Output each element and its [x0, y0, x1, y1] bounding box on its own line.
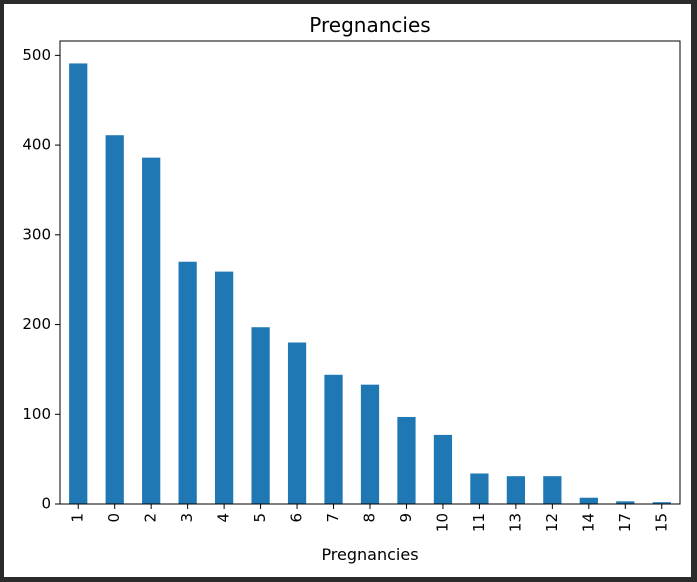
x-tick-label: 3 [178, 513, 196, 523]
bar-1 [69, 63, 88, 505]
x-tick-label: 13 [506, 513, 524, 532]
y-tick-label: 300 [22, 225, 51, 243]
y-tick-label: 400 [22, 136, 51, 154]
bar-0 [105, 135, 124, 504]
x-axis-label: Pregnancies [321, 545, 418, 564]
x-tick-label: 2 [142, 513, 160, 523]
bar-9 [397, 416, 416, 504]
bar-3 [178, 261, 197, 504]
x-tick-label: 8 [361, 513, 379, 523]
y-axis: 0 100 200 300 400 500 [22, 46, 60, 513]
x-tick-label: 7 [324, 513, 342, 523]
bar-12 [543, 476, 562, 504]
x-tick-label: 1 [69, 513, 87, 523]
x-tick-label: 14 [579, 513, 597, 532]
y-tick-label: 100 [22, 405, 51, 423]
y-tick-label: 500 [22, 46, 51, 64]
bar-2 [142, 157, 161, 505]
bar-15 [652, 502, 671, 504]
x-tick-label: 6 [288, 513, 306, 523]
bar-13 [506, 476, 525, 504]
chart-title: Pregnancies [309, 13, 430, 37]
y-tick-label: 0 [41, 495, 51, 513]
bar-14 [579, 497, 598, 504]
bar-4 [215, 271, 234, 504]
x-tick-label: 0 [105, 513, 123, 523]
x-axis: 1 0 2 3 4 5 6 7 8 9 10 11 13 12 14 17 15 [69, 504, 670, 532]
y-tick-label: 200 [22, 315, 51, 333]
x-tick-label: 4 [215, 513, 233, 523]
bar-7 [324, 374, 343, 504]
plot-frame [59, 40, 681, 505]
bar-17 [616, 501, 635, 504]
x-tick-label: 15 [652, 513, 670, 532]
x-tick-label: 9 [397, 513, 415, 523]
x-tick-label: 12 [543, 513, 561, 532]
bar-6 [287, 342, 307, 504]
bars-group [69, 63, 671, 505]
bar-5 [251, 327, 270, 504]
bar-11 [470, 473, 489, 504]
x-tick-label: 10 [433, 513, 451, 532]
x-tick-label: 17 [616, 513, 634, 532]
bar-8 [360, 384, 380, 504]
bar-10 [433, 434, 453, 504]
x-tick-label: 5 [251, 513, 269, 523]
x-tick-label: 11 [470, 513, 488, 532]
